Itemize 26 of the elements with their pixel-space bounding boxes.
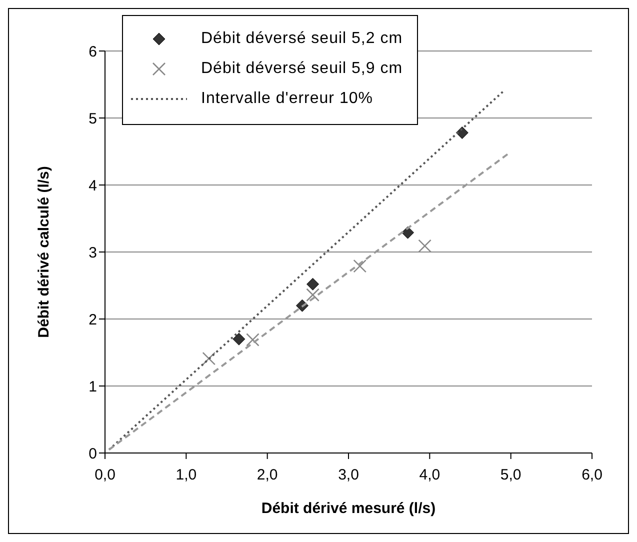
x-tick-label: 6,0 — [582, 466, 602, 484]
point — [202, 352, 216, 366]
y-tick-label: 2 — [88, 311, 97, 328]
y-tick-label: 5 — [88, 110, 97, 128]
y-axis-title: Débit dérivé calculé (l/s) — [35, 166, 52, 338]
point — [232, 332, 246, 346]
legend-label: Débit déversé seuil 5,2 cm — [201, 29, 403, 49]
x-tick-label: 1,0 — [176, 466, 197, 484]
x-tick-label: 0,0 — [94, 466, 116, 484]
x-tick-label: 2,0 — [256, 466, 278, 484]
x-tick-label: 4,0 — [419, 466, 440, 484]
point — [246, 333, 260, 346]
point — [418, 239, 432, 253]
y-tick-label: 1 — [88, 378, 97, 396]
point — [353, 259, 367, 273]
x-axis-title: Débit dérivé mesuré (l/s) — [261, 500, 436, 517]
y-tick-label: 0 — [88, 445, 97, 462]
y-tick-label: 6 — [88, 43, 97, 60]
x-tick-label: 3,0 — [338, 466, 359, 484]
y-tick-label: 4 — [88, 177, 97, 194]
legend-label: Débit déversé seuil 5,9 cm — [201, 59, 403, 79]
x-tick-label: 5,0 — [500, 466, 522, 484]
y-tick-label: 3 — [88, 244, 97, 262]
point — [306, 278, 320, 290]
legend-label: Intervalle d'erreur 10% — [201, 89, 373, 109]
point — [306, 288, 320, 302]
